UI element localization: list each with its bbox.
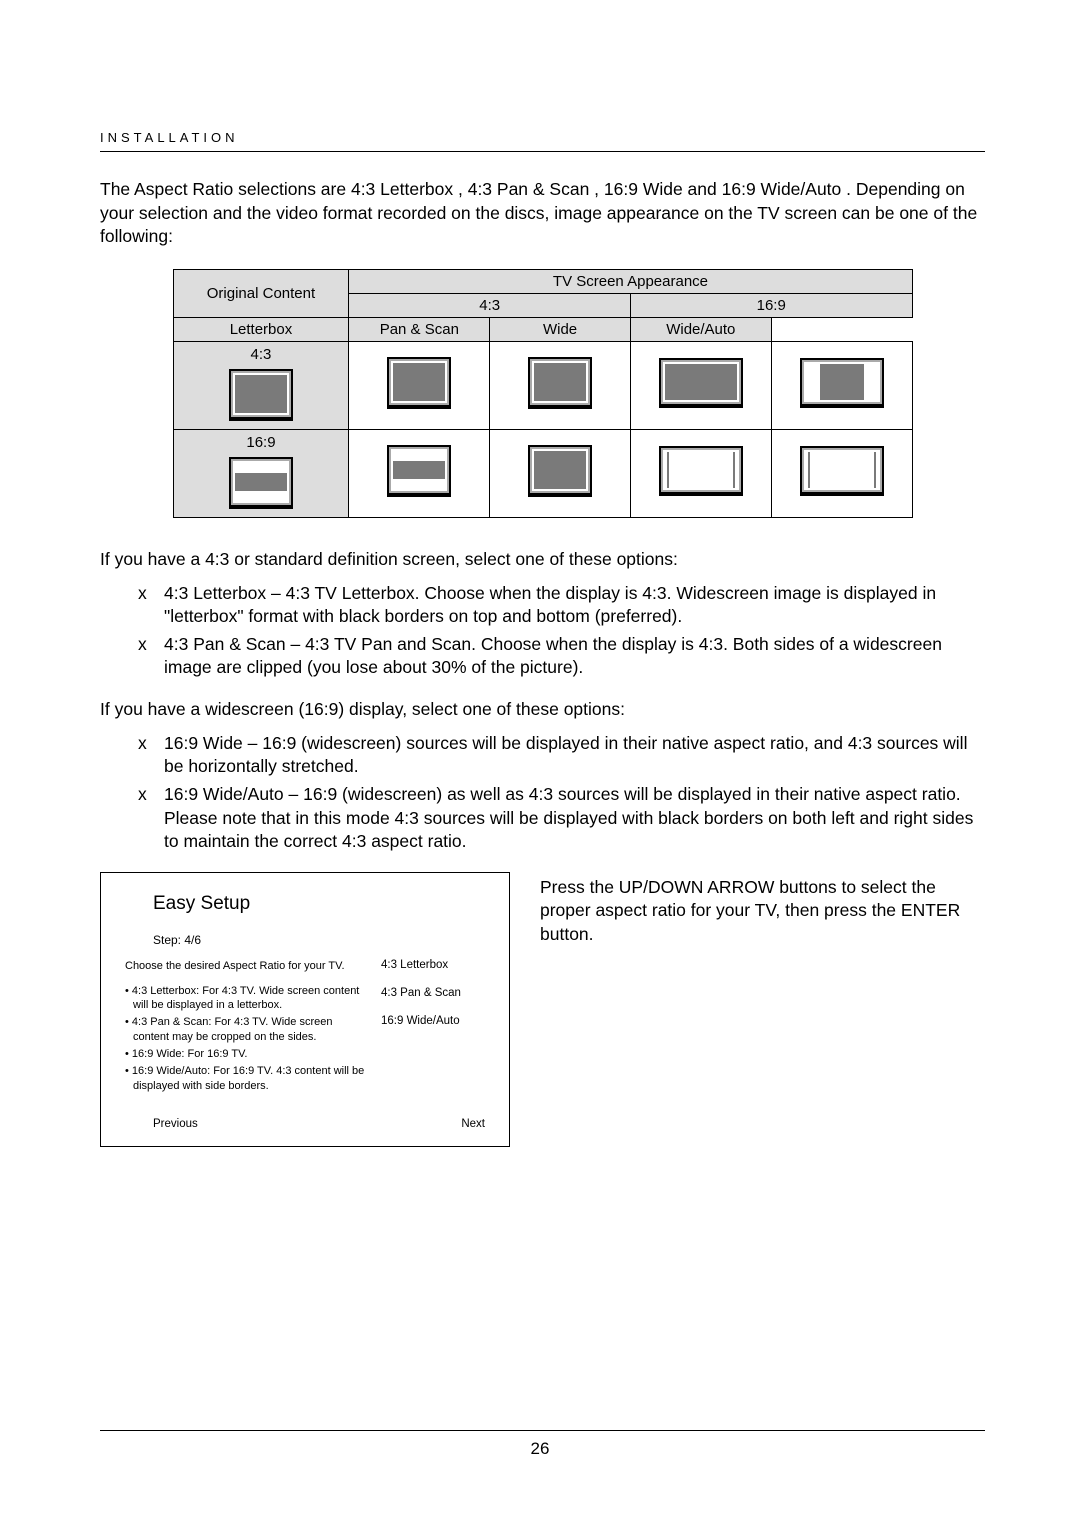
easy-item-3: • 16:9 Wide: For 16:9 TV. xyxy=(125,1047,369,1062)
intro-paragraph: The Aspect Ratio selections are 4:3 Lett… xyxy=(100,178,985,249)
easy-option-3[interactable]: 16:9 Wide/Auto xyxy=(381,1015,491,1027)
row-label-4-3: 4:3 xyxy=(173,341,349,429)
easy-setup-panel: Easy Setup Step: 4/6 Choose the desired … xyxy=(100,872,510,1147)
easy-item-1: • 4:3 Letterbox: For 4:3 TV. Wide screen… xyxy=(125,984,369,1014)
para-4-3: If you have a 4:3 or standard definition… xyxy=(100,548,985,572)
easy-option-1[interactable]: 4:3 Letterbox xyxy=(381,959,491,971)
sub-panscan: Pan & Scan xyxy=(349,317,490,341)
bullet-4-3-letterbox: 4:3 Letterbox – 4:3 TV Letterbox. Choose… xyxy=(138,582,985,629)
cell-4-3-letterbox xyxy=(349,341,490,429)
row-label-4-3-text: 4:3 xyxy=(251,346,272,363)
aspect-ratio-table: Original Content TV Screen Appearance 4:… xyxy=(173,269,913,518)
header-rule xyxy=(100,151,985,152)
section-header: INSTALLATION xyxy=(100,130,985,145)
options-list-4-3: 4:3 Letterbox – 4:3 TV Letterbox. Choose… xyxy=(138,582,985,681)
instruction-text: Press the UP/DOWN ARROW buttons to selec… xyxy=(540,872,985,947)
easy-item-2: • 4:3 Pan & Scan: For 4:3 TV. Wide scree… xyxy=(125,1015,369,1045)
col-header-4-3: 4:3 xyxy=(349,293,631,317)
easy-item-4: • 16:9 Wide/Auto: For 16:9 TV. 4:3 conte… xyxy=(125,1064,369,1094)
page-number: 26 xyxy=(0,1439,1080,1459)
sub-wideauto: Wide/Auto xyxy=(630,317,771,341)
footer-rule xyxy=(100,1430,985,1431)
col-header-16-9: 16:9 xyxy=(630,293,912,317)
easy-setup-step: Step: 4/6 xyxy=(153,933,491,947)
cell-4-3-wide xyxy=(630,341,771,429)
cell-16-9-panscan xyxy=(490,429,631,517)
easy-option-2[interactable]: 4:3 Pan & Scan xyxy=(381,987,491,999)
para-16-9: If you have a widescreen (16:9) display,… xyxy=(100,698,985,722)
easy-next-button[interactable]: Next xyxy=(461,1118,485,1130)
row-label-16-9: 16:9 xyxy=(173,429,349,517)
sub-letterbox: Letterbox xyxy=(173,317,349,341)
easy-setup-title: Easy Setup xyxy=(153,893,491,915)
cell-4-3-wideauto xyxy=(771,341,912,429)
easy-setup-prompt: Choose the desired Aspect Ratio for your… xyxy=(125,959,369,974)
orig-4-3-icon xyxy=(180,369,343,425)
orig-16-9-icon xyxy=(180,457,343,513)
easy-setup-options: 4:3 Letterbox 4:3 Pan & Scan 16:9 Wide/A… xyxy=(381,959,491,1096)
easy-setup-description: Choose the desired Aspect Ratio for your… xyxy=(125,959,369,1096)
cell-16-9-wideauto xyxy=(771,429,912,517)
easy-prev-button[interactable]: Previous xyxy=(153,1118,198,1130)
bullet-16-9-wide: 16:9 Wide – 16:9 (widescreen) sources wi… xyxy=(138,732,985,779)
cell-16-9-wide xyxy=(630,429,771,517)
bullet-4-3-panscan: 4:3 Pan & Scan – 4:3 TV Pan and Scan. Ch… xyxy=(138,633,985,680)
col-header-original: Original Content xyxy=(173,269,349,317)
row-label-16-9-text: 16:9 xyxy=(246,434,275,451)
bullet-16-9-wideauto: 16:9 Wide/Auto – 16:9 (widescreen) as we… xyxy=(138,783,985,854)
sub-wide: Wide xyxy=(490,317,631,341)
options-list-16-9: 16:9 Wide – 16:9 (widescreen) sources wi… xyxy=(138,732,985,854)
cell-16-9-letterbox xyxy=(349,429,490,517)
cell-4-3-panscan xyxy=(490,341,631,429)
col-header-screen: TV Screen Appearance xyxy=(349,269,912,293)
